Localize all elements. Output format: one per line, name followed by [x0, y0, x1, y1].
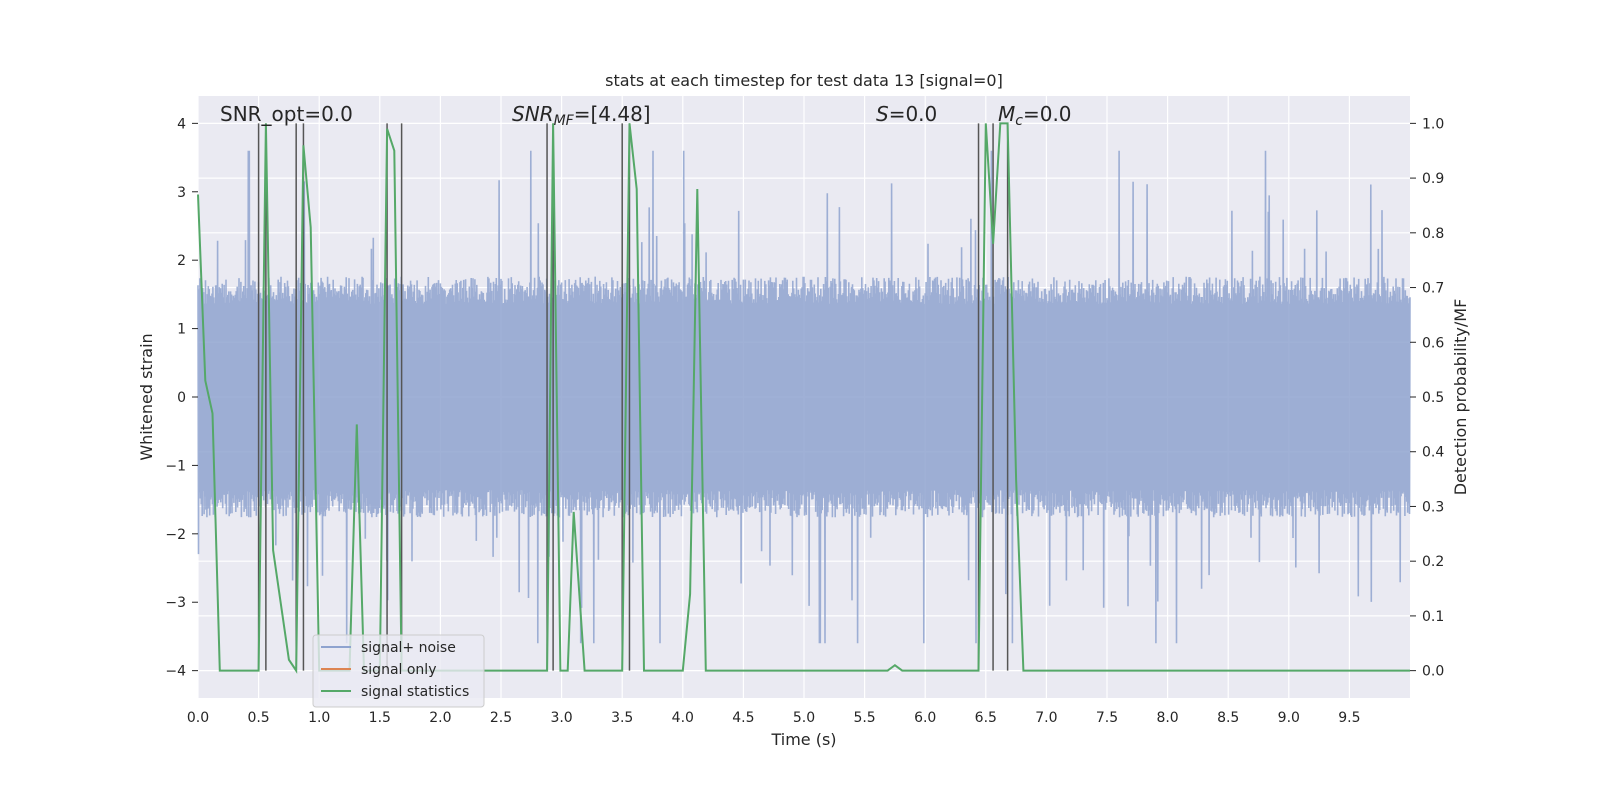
- x-tick-label: 9.0: [1278, 710, 1300, 726]
- y-left-tick-label: 1: [177, 322, 186, 338]
- y-right-tick-label: 0.7: [1422, 281, 1444, 297]
- x-tick-label: 0.0: [187, 710, 209, 726]
- x-tick-label: 4.5: [732, 710, 754, 726]
- y-left-tick-label: 3: [177, 185, 186, 201]
- legend-label-signal-only: signal only: [361, 662, 436, 678]
- y-left-axis-label: Whitened strain: [137, 333, 156, 460]
- x-tick-label: 5.5: [853, 710, 875, 726]
- x-tick-label: 2.5: [490, 710, 512, 726]
- y-left-tick-label: 4: [177, 116, 186, 132]
- y-right-tick-label: 0.6: [1422, 335, 1444, 351]
- x-tick-label: 6.0: [914, 710, 936, 726]
- annotation-s: S=0.0: [876, 102, 937, 126]
- x-tick-label: 4.0: [672, 710, 694, 726]
- y-right-axis-label: Detection probability/MF: [1451, 299, 1470, 496]
- annotation-snr-mf: SNRMF=[4.48]: [512, 102, 651, 129]
- y-right-tick-label: 1.0: [1422, 116, 1444, 132]
- x-tick-label: 5.0: [793, 710, 815, 726]
- legend-label-signal-noise: signal+ noise: [361, 640, 456, 656]
- signal-statistics-series: [197, 122, 1410, 674]
- y-left-tick-labels: 4 3 2 1 0 −1 −2 −3 −4: [165, 116, 198, 680]
- x-tick-label: 0.5: [247, 710, 269, 726]
- legend: signal+ noise signal only signal statist…: [312, 634, 485, 708]
- y-right-tick-label: 0.4: [1422, 445, 1444, 461]
- y-right-tick-label: 0.3: [1422, 499, 1444, 515]
- vertical-marker-lines: [257, 123, 1009, 671]
- y-left-tick-label: 0: [177, 390, 186, 406]
- x-tick-label: 3.5: [611, 710, 633, 726]
- y-left-tick-label: −3: [165, 595, 186, 611]
- y-right-tick-label: 0.0: [1422, 664, 1444, 680]
- x-axis-label: Time (s): [770, 730, 836, 749]
- signal-plus-noise-line: [197, 150, 1411, 644]
- x-tick-label: 1.5: [369, 710, 391, 726]
- y-left-tick-label: 2: [177, 253, 186, 269]
- y-right-tick-label: 0.1: [1422, 609, 1444, 625]
- x-tick-label: 3.0: [550, 710, 572, 726]
- chart-title: stats at each timestep for test data 13 …: [605, 71, 1003, 90]
- x-tick-labels: 0.0 0.5 1.0 1.5 2.0 2.5 3.0 3.5 4.0 4.5 5.0 5.5 6.0 6…: [187, 710, 1361, 726]
- legend-box: [312, 634, 485, 708]
- x-tick-label: 9.5: [1338, 710, 1360, 726]
- x-tick-label: 8.0: [1156, 710, 1178, 726]
- y-left-tick-label: −1: [165, 458, 186, 474]
- y-right-tick-label: 0.9: [1422, 171, 1444, 187]
- x-tick-label: 6.5: [975, 710, 997, 726]
- y-right-tick-labels: 1.0 0.9 0.8 0.7 0.6 0.5 0.4 0.3 0.2 0.1 0.0: [1410, 116, 1444, 680]
- y-right-tick-label: 0.2: [1422, 554, 1444, 570]
- signal-statistics-line: [197, 122, 1410, 674]
- y-left-tick-label: −2: [165, 527, 186, 543]
- x-tick-label: 2.0: [429, 710, 451, 726]
- annotation-snr-opt: SNR_opt=0.0: [220, 102, 353, 126]
- x-tick-label: 7.5: [1096, 710, 1118, 726]
- x-tick-label: 1.0: [308, 710, 330, 726]
- y-left-tick-label: −4: [165, 664, 186, 680]
- x-tick-label: 7.0: [1035, 710, 1057, 726]
- x-tick-label: 8.5: [1217, 710, 1239, 726]
- annotation-mc: Mc=0.0: [998, 102, 1072, 129]
- y-right-tick-label: 0.8: [1422, 226, 1444, 242]
- y-right-tick-label: 0.5: [1422, 390, 1444, 406]
- legend-label-signal-statistics: signal statistics: [361, 684, 469, 700]
- signal-plus-noise-series: [197, 150, 1411, 644]
